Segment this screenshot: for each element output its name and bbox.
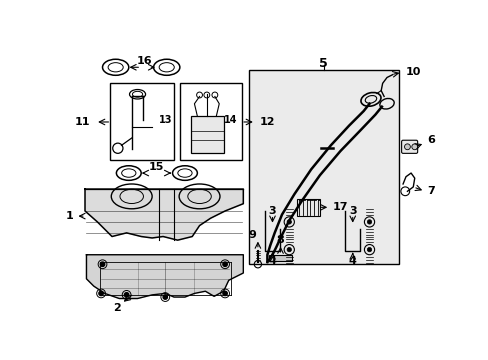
- Text: 11: 11: [75, 117, 90, 127]
- Bar: [296, 199, 319, 216]
- Circle shape: [163, 295, 167, 299]
- Circle shape: [284, 217, 294, 227]
- FancyBboxPatch shape: [401, 140, 417, 153]
- Circle shape: [124, 293, 128, 297]
- Circle shape: [223, 262, 227, 266]
- Text: 8: 8: [276, 235, 284, 245]
- Text: 12: 12: [260, 117, 275, 127]
- Circle shape: [404, 144, 409, 150]
- Text: 10: 10: [405, 67, 421, 77]
- Bar: [190, 116, 223, 153]
- Bar: [110, 83, 174, 160]
- Polygon shape: [85, 189, 243, 240]
- Bar: [249, 70, 398, 264]
- Text: 13: 13: [158, 115, 172, 125]
- Circle shape: [100, 262, 104, 266]
- Text: 9: 9: [248, 230, 256, 240]
- Circle shape: [364, 217, 374, 227]
- Text: 14: 14: [224, 115, 237, 125]
- Polygon shape: [86, 255, 243, 298]
- Circle shape: [366, 220, 371, 224]
- Circle shape: [286, 247, 291, 252]
- Circle shape: [286, 220, 291, 224]
- Text: 6: 6: [427, 135, 434, 145]
- Circle shape: [284, 244, 294, 255]
- Text: 2: 2: [113, 303, 121, 313]
- Text: 5: 5: [319, 57, 327, 70]
- Circle shape: [366, 247, 371, 252]
- Bar: [268, 256, 292, 261]
- Text: 3: 3: [348, 206, 356, 216]
- Circle shape: [223, 291, 227, 296]
- Text: 3: 3: [268, 206, 276, 216]
- Circle shape: [411, 144, 417, 150]
- Circle shape: [99, 291, 103, 296]
- Text: 15: 15: [148, 162, 164, 172]
- Text: 4: 4: [268, 256, 276, 266]
- Bar: [180, 83, 242, 160]
- Circle shape: [364, 244, 374, 255]
- Text: 7: 7: [427, 186, 434, 196]
- Text: 16: 16: [137, 57, 152, 67]
- Text: 17: 17: [332, 202, 348, 212]
- Text: 4: 4: [348, 256, 356, 266]
- Text: 1: 1: [65, 211, 73, 221]
